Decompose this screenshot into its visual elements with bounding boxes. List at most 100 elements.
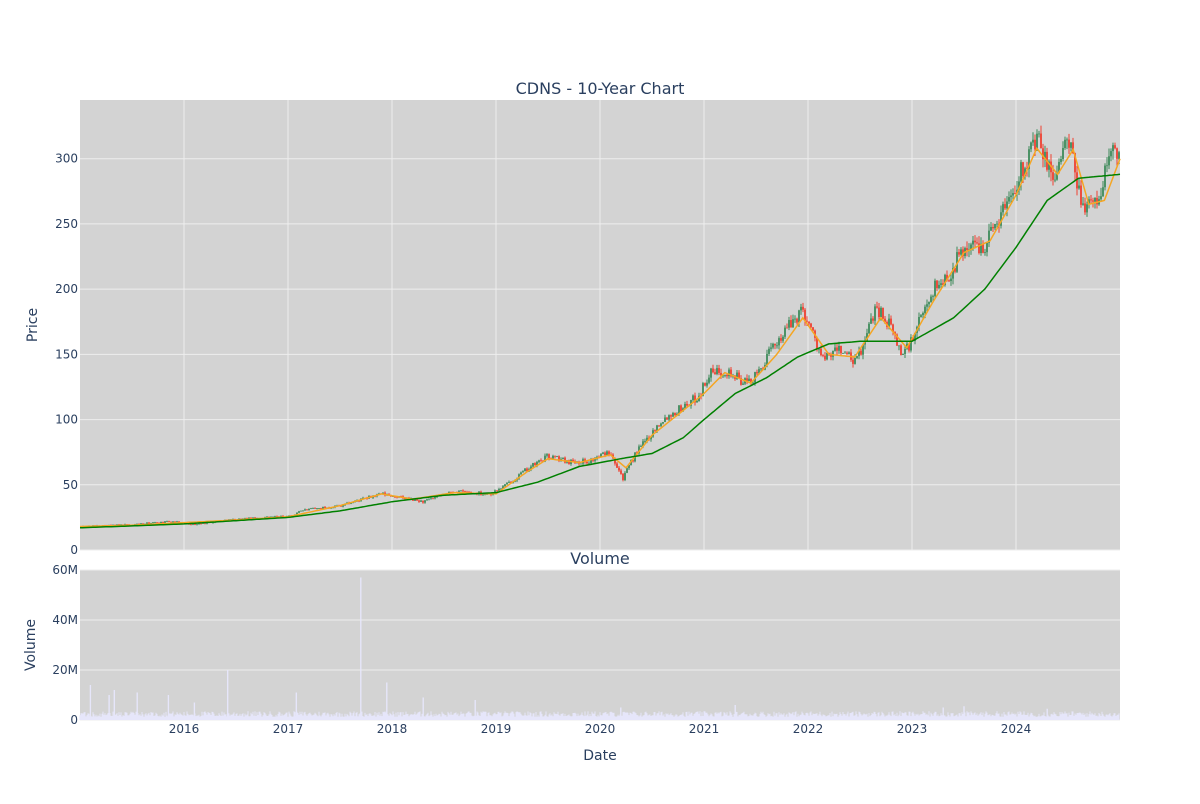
price-candle	[502, 486, 504, 489]
price-candle	[982, 243, 984, 253]
price-candle	[668, 415, 670, 420]
price-candle	[960, 249, 962, 255]
price-candle	[992, 227, 994, 229]
price-candle	[160, 521, 162, 524]
price-candle	[416, 498, 418, 501]
price-candle	[736, 372, 738, 379]
price-candle	[900, 345, 902, 355]
price-candle	[652, 430, 654, 437]
price-candle	[508, 482, 510, 483]
date-x-ticks: 2016 2017 2018 2019 2020 2021 2022 2023 2024	[169, 722, 1032, 736]
price-candle	[976, 242, 978, 244]
date-x-tick-label: 2022	[793, 722, 824, 736]
price-candle	[808, 321, 810, 324]
price-candle	[740, 378, 742, 385]
price-candle	[778, 338, 780, 346]
price-candle	[870, 318, 872, 324]
price-candle	[572, 459, 574, 462]
price-candle	[638, 446, 640, 454]
volume-y-ticks: 0 20M 40M 60M	[52, 563, 78, 727]
price-candle	[602, 452, 604, 454]
price-candle	[1112, 145, 1114, 152]
price-candle	[296, 512, 298, 515]
price-candle	[838, 345, 840, 351]
price-candle	[658, 425, 660, 427]
price-candle	[788, 320, 790, 328]
price-candle	[660, 423, 662, 427]
date-x-tick-label: 2019	[481, 722, 512, 736]
price-candle	[282, 515, 284, 517]
price-candle	[890, 318, 892, 325]
price-candle	[276, 516, 278, 518]
price-candle	[498, 489, 500, 491]
price-candle	[244, 518, 246, 519]
price-candle	[404, 498, 406, 500]
price-candle	[1080, 185, 1082, 205]
price-candle	[810, 323, 812, 328]
price-candle	[786, 327, 788, 329]
price-candle	[540, 460, 542, 462]
price-candle	[854, 357, 856, 364]
price-candle	[674, 413, 676, 416]
price-candle	[534, 463, 536, 466]
price-candle	[232, 518, 234, 520]
price-candle	[604, 452, 606, 456]
price-candle	[1090, 199, 1092, 201]
price-candle	[362, 497, 364, 499]
price-candle	[972, 240, 974, 245]
price-candle	[816, 337, 818, 349]
price-candle	[148, 522, 150, 524]
volume-y-tick-label: 0	[70, 713, 78, 727]
price-candle	[1082, 203, 1084, 205]
price-candle	[1024, 168, 1026, 176]
price-candle	[1020, 162, 1022, 182]
price-candle	[518, 474, 520, 479]
price-candle	[1060, 159, 1062, 162]
price-candle	[760, 368, 762, 370]
price-candle	[1004, 204, 1006, 209]
price-candle	[912, 337, 914, 342]
volume-subplot-title: Volume	[570, 549, 630, 568]
price-candle	[152, 522, 154, 524]
price-candle	[250, 517, 252, 519]
price-candle	[590, 459, 592, 464]
price-candle	[1088, 199, 1090, 205]
price-axis-title: Price	[25, 308, 41, 342]
price-candle	[342, 505, 344, 507]
price-candle	[320, 508, 322, 510]
price-candle	[430, 498, 432, 500]
price-candle	[704, 383, 706, 386]
price-candle	[532, 463, 534, 467]
price-candle	[506, 482, 508, 485]
price-candle	[556, 456, 558, 458]
price-candle	[1052, 172, 1054, 180]
price-candle	[686, 403, 688, 406]
price-candle	[1048, 161, 1050, 170]
price-candle	[460, 490, 462, 492]
price-candle	[692, 395, 694, 401]
price-candle	[330, 507, 332, 509]
price-candle	[140, 523, 142, 525]
price-candle	[820, 348, 822, 356]
price-candle	[422, 500, 424, 503]
price-candle	[1000, 212, 1002, 226]
price-candle	[930, 296, 932, 303]
price-candle	[1044, 151, 1046, 160]
price-candle	[496, 490, 498, 492]
price-candle	[628, 465, 630, 469]
date-x-tick-label: 2024	[1001, 722, 1032, 736]
price-candle	[606, 451, 608, 456]
price-candle	[784, 327, 786, 337]
price-candle	[524, 468, 526, 472]
price-candle	[696, 400, 698, 403]
price-candle	[310, 508, 312, 509]
price-panel: 0 50 100 150 200 250 300	[55, 100, 1121, 557]
price-candle	[1008, 197, 1010, 202]
price-candle	[952, 268, 954, 279]
price-candle	[804, 309, 806, 321]
price-candle	[640, 446, 642, 447]
price-candle	[1074, 153, 1076, 173]
price-candle	[1100, 196, 1102, 200]
price-y-tick-label: 150	[55, 347, 78, 361]
price-candle	[962, 249, 964, 256]
